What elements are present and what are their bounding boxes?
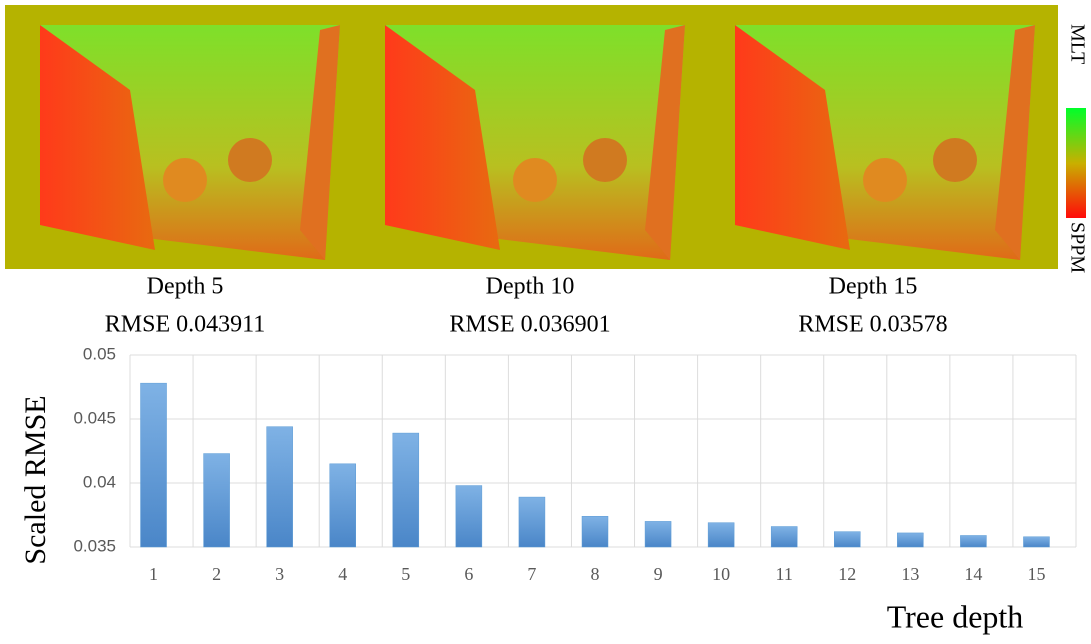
bar <box>204 454 230 547</box>
x-tick-label: 6 <box>464 564 473 584</box>
bar <box>645 521 671 547</box>
panel-rmse: RMSE 0.036901 <box>449 312 610 338</box>
x-tick-label: 11 <box>776 564 793 584</box>
x-tick-label: 8 <box>591 564 600 584</box>
x-axis-title: Tree depth <box>887 598 1024 634</box>
y-tick-label: 0.05 <box>83 344 116 363</box>
x-tick-label: 9 <box>654 564 663 584</box>
bar <box>771 527 797 547</box>
panel-rmse: RMSE 0.03578 <box>798 312 947 338</box>
x-tick-label: 12 <box>838 564 856 584</box>
x-tick-label: 7 <box>527 564 536 584</box>
y-tick-label: 0.045 <box>73 408 116 427</box>
panel-label: Depth 15 <box>829 274 918 300</box>
y-tick-label: 0.04 <box>83 472 116 491</box>
scene-1 <box>40 25 340 260</box>
y-tick-label: 0.035 <box>73 536 116 555</box>
x-tick-label: 15 <box>1027 564 1045 584</box>
bar <box>708 523 734 547</box>
colorbar-top-label: MLT <box>1066 24 1088 64</box>
scene-3 <box>735 25 1035 260</box>
bar <box>456 486 482 547</box>
bar <box>267 427 293 547</box>
scene-2 <box>385 25 685 260</box>
bar <box>519 497 545 547</box>
colorbar-bottom-label: SPPM <box>1066 222 1088 273</box>
colorbar <box>1066 108 1086 218</box>
x-tick-label: 13 <box>901 564 919 584</box>
bar <box>393 433 419 547</box>
figure: MLT SPPM Scaled RMSE Tree depth Depth 5 R… <box>0 0 1091 639</box>
bar <box>834 532 860 547</box>
x-tick-label: 2 <box>212 564 221 584</box>
bar <box>582 516 608 547</box>
x-tick-label: 14 <box>964 564 982 584</box>
panel-label: Depth 10 <box>486 274 575 300</box>
y-axis-title: Scaled RMSE <box>19 395 52 564</box>
bar <box>960 535 986 547</box>
bar <box>1023 537 1049 547</box>
bar <box>897 533 923 547</box>
bar <box>330 464 356 547</box>
x-tick-label: 4 <box>338 564 347 584</box>
x-tick-label: 10 <box>712 564 730 584</box>
panel-label: Depth 5 <box>147 274 224 300</box>
x-tick-label: 1 <box>149 564 158 584</box>
x-tick-label: 5 <box>401 564 410 584</box>
bar <box>141 383 167 547</box>
panel-rmse: RMSE 0.043911 <box>105 312 265 338</box>
x-tick-label: 3 <box>275 564 284 584</box>
